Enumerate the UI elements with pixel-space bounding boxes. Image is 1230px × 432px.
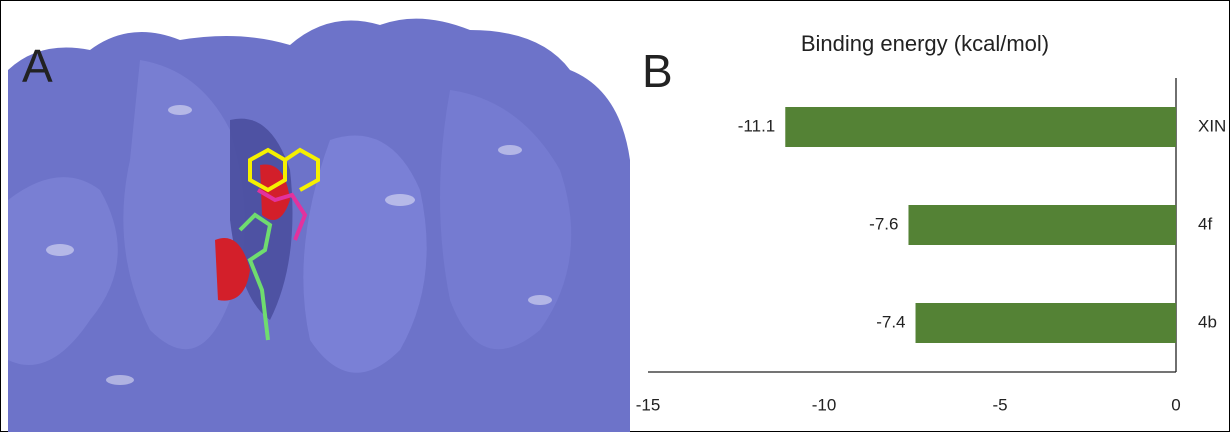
protein-surface xyxy=(8,18,630,432)
panel-label: B xyxy=(642,45,673,97)
bar xyxy=(915,303,1176,343)
data-label: -7.6 xyxy=(869,214,898,233)
y-tick-label: 4b xyxy=(1198,312,1217,331)
chart-title: Binding energy (kcal/mol) xyxy=(801,31,1049,56)
y-tick-label: 4f xyxy=(1198,214,1212,233)
data-label: -7.4 xyxy=(876,312,905,331)
data-label: -11.1 xyxy=(738,116,776,135)
x-tick-label: 0 xyxy=(1171,395,1180,414)
bar xyxy=(908,205,1176,245)
y-tick-label: XIN xyxy=(1198,116,1226,135)
x-tick-label: -5 xyxy=(992,395,1007,414)
x-tick-label: -10 xyxy=(812,395,837,414)
panel-label: A xyxy=(22,40,53,92)
x-tick-label: -15 xyxy=(636,395,661,414)
bar xyxy=(785,107,1176,147)
